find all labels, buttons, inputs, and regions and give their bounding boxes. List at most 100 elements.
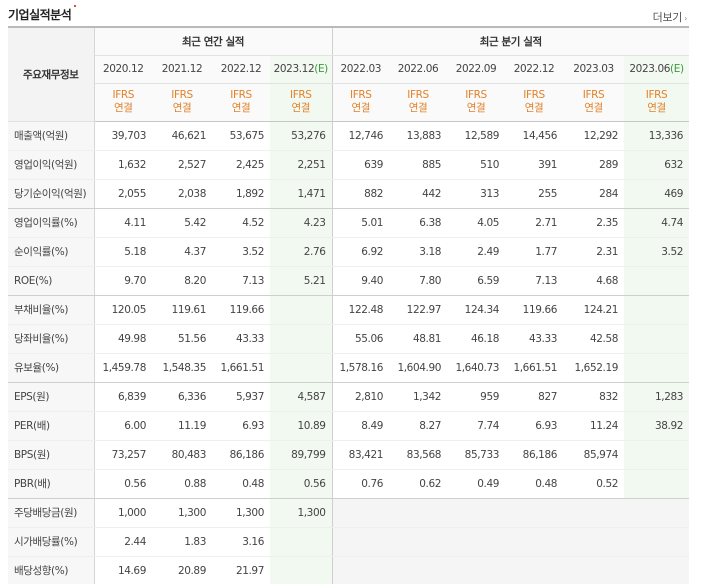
value-cell <box>270 556 333 584</box>
value-cell: 6,336 <box>152 382 212 412</box>
chevron-right-icon: › <box>684 14 687 23</box>
value-cell: 313 <box>447 179 506 209</box>
value-cell: 6.00 <box>94 411 152 441</box>
table-row: 배당성향(%) 14.69 20.89 21.97 <box>8 556 689 584</box>
more-label[interactable]: 더보기 <box>652 11 683 24</box>
value-cell: 1,471 <box>270 179 333 209</box>
value-cell: 89,799 <box>270 440 333 470</box>
value-cell: 289 <box>563 150 625 180</box>
value-cell: 2.35 <box>563 208 625 238</box>
more-link[interactable]: 더보기 › <box>652 9 688 25</box>
value-cell: 46,621 <box>152 121 212 151</box>
table-row: 주당배당금(원) 1,000 1,300 1,300 1,300 <box>8 498 689 528</box>
period-header: 2021.12 <box>152 55 212 84</box>
value-cell: 2,527 <box>152 150 212 180</box>
period-header: 2020.12 <box>94 55 152 84</box>
value-cell: 46.18 <box>447 324 506 354</box>
period-header-row: 2020.12 2021.12 2022.12 2023.12(E) 2022.03 20… <box>8 55 689 84</box>
value-cell: 1,661.51 <box>505 353 564 383</box>
value-cell: 7.74 <box>447 411 506 441</box>
value-cell: 827 <box>505 382 564 412</box>
basis-header: IFRS 연결 <box>389 83 448 122</box>
basis-header: IFRS 연결 <box>331 83 390 122</box>
value-cell <box>505 498 564 528</box>
basis-scope: 연결 <box>408 102 428 114</box>
value-cell: 7.13 <box>505 266 564 296</box>
value-cell: 0.52 <box>563 469 625 499</box>
value-cell <box>389 556 448 584</box>
value-cell: 0.49 <box>447 469 506 499</box>
basis-header: IFRS 연결 <box>152 83 212 122</box>
basis-header: IFRS 연결 <box>624 83 689 122</box>
value-cell: 885 <box>389 150 448 180</box>
table-body: 매출액(억원) 39,703 46,621 53,675 53,276 12,746 13,… <box>8 121 689 584</box>
value-cell: 2.44 <box>94 527 152 557</box>
quarter-group-header: 최근 분기 실적 <box>331 26 689 56</box>
period-header: 2022.09 <box>447 55 506 84</box>
value-cell: 43.33 <box>505 324 564 354</box>
value-cell: 86,186 <box>212 440 270 470</box>
value-cell <box>563 527 625 557</box>
value-cell: 5.21 <box>270 266 333 296</box>
value-cell: 49.98 <box>94 324 152 354</box>
basis-standard: IFRS <box>112 89 135 101</box>
table-row: ROE(%) 9.70 8.20 7.13 5.21 9.40 7.80 6.59 7.13 4.… <box>8 266 689 296</box>
value-cell: 124.21 <box>563 295 625 325</box>
value-cell: 1,604.90 <box>389 353 448 383</box>
value-cell: 7.13 <box>212 266 270 296</box>
row-label: 부채비율(%) <box>8 295 95 325</box>
value-cell <box>624 498 689 528</box>
value-cell: 12,292 <box>563 121 625 151</box>
value-cell: 1,640.73 <box>447 353 506 383</box>
basis-standard: IFRS <box>350 89 372 101</box>
basis-header: IFRS 연결 <box>563 83 625 122</box>
value-cell: 6.38 <box>389 208 448 238</box>
table-row: BPS(원) 73,257 80,483 86,186 89,799 83,421 83,5… <box>8 440 689 470</box>
value-cell: 119.66 <box>505 295 564 325</box>
table-row: 당좌비율(%) 49.98 51.56 43.33 55.06 48.81 46.18 43.… <box>8 324 689 354</box>
basis-scope: 연결 <box>291 102 311 114</box>
financial-table: 주요재무정보 최근 연간 실적 최근 분기 실적 2020.12 2021.12 2… <box>8 26 689 584</box>
value-cell <box>563 556 625 584</box>
basis-scope: 연결 <box>584 102 603 114</box>
value-cell: 1,578.16 <box>331 353 390 383</box>
value-cell: 38.92 <box>624 411 689 441</box>
basis-standard: IFRS <box>290 89 312 101</box>
basis-header: IFRS 연결 <box>270 83 333 122</box>
value-cell <box>624 469 689 499</box>
row-label: ROE(%) <box>8 266 95 296</box>
value-cell: 42.58 <box>563 324 625 354</box>
value-cell: 11.19 <box>152 411 212 441</box>
value-cell: 1.77 <box>505 237 564 267</box>
value-cell <box>447 498 506 528</box>
value-cell: 882 <box>331 179 390 209</box>
value-cell: 5.01 <box>331 208 390 238</box>
value-cell: 0.76 <box>331 469 390 499</box>
value-cell: 391 <box>505 150 564 180</box>
value-cell: 6.93 <box>212 411 270 441</box>
value-cell: 2,810 <box>331 382 390 412</box>
value-cell <box>270 295 333 325</box>
basis-header-row: IFRS 연결 IFRS 연결 IFRS 연결 IFRS 연결 IFRS 연결 IFRS 연결 IFRS… <box>8 83 689 122</box>
basis-scope: 연결 <box>351 102 371 114</box>
value-cell <box>447 556 506 584</box>
value-cell <box>389 498 448 528</box>
value-cell: 832 <box>563 382 625 412</box>
group-header-row: 주요재무정보 최근 연간 실적 최근 분기 실적 <box>8 26 689 122</box>
period-header: 2023.06(E) <box>624 55 689 84</box>
table-row: 유보율(%) 1,459.78 1,548.35 1,661.51 1,578.16 1,… <box>8 353 689 383</box>
basis-standard: IFRS <box>407 89 429 101</box>
value-cell: 6.92 <box>331 237 390 267</box>
value-cell: 9.40 <box>331 266 390 296</box>
value-cell: 6.59 <box>447 266 506 296</box>
value-cell: 80,483 <box>152 440 212 470</box>
value-cell <box>505 556 564 584</box>
value-cell: 14,456 <box>505 121 564 151</box>
value-cell: 73,257 <box>94 440 152 470</box>
period-label: 2022.03 <box>340 63 382 75</box>
row-label: 매출액(억원) <box>8 121 95 151</box>
value-cell: 4.37 <box>152 237 212 267</box>
value-cell <box>270 324 333 354</box>
period-label: 2022.12 <box>220 63 262 75</box>
table-row: 시가배당률(%) 2.44 1.83 3.16 <box>8 527 689 557</box>
